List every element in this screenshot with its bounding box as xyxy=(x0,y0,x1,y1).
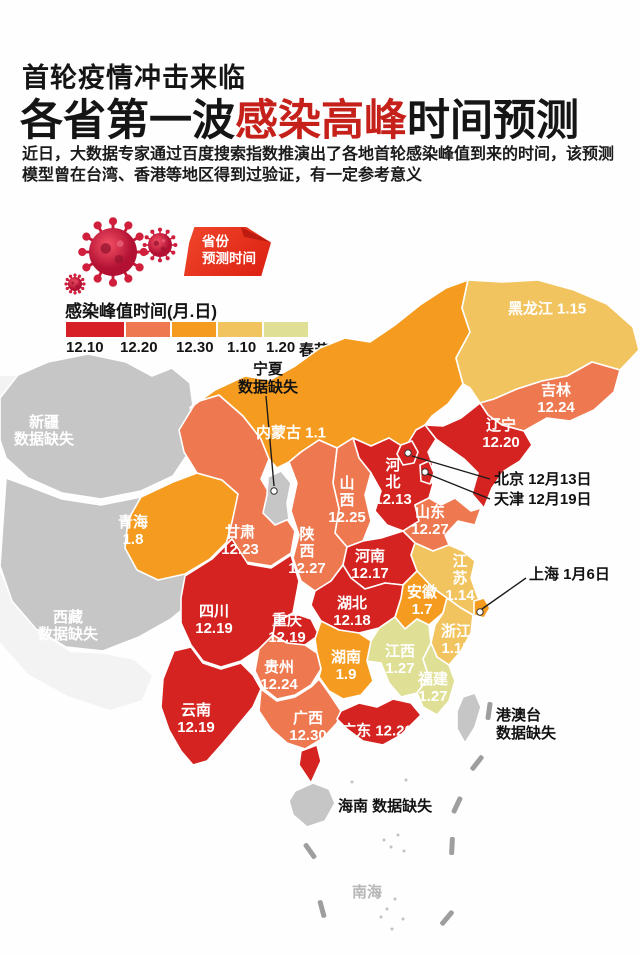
province-福建 xyxy=(416,642,456,716)
nine-dash-segment-3 xyxy=(449,836,455,856)
legend-tick-2: 12.30 xyxy=(176,339,214,356)
province-海南 xyxy=(288,782,336,828)
callout-dot-上海 xyxy=(476,608,484,616)
legend-swatch-0 xyxy=(66,322,124,337)
islet-8 xyxy=(390,927,394,931)
legend-badge: 省份 预测时间 xyxy=(183,227,271,276)
nine-dash-segment-0 xyxy=(485,701,493,721)
callout-dot-天津 xyxy=(421,468,429,476)
callout-dot-宁夏 xyxy=(270,487,278,495)
province-宁夏 xyxy=(262,470,292,526)
page-title: 各省第一波感染高峰时间预测 xyxy=(20,86,579,148)
legend-tick-4: 1.20 xyxy=(266,339,296,356)
islet-0 xyxy=(382,838,386,842)
badge-text: 省份 预测时间 xyxy=(202,233,256,267)
islet-6 xyxy=(393,897,397,901)
china-map xyxy=(0,280,640,931)
province-云南 xyxy=(160,646,262,766)
islet-7 xyxy=(401,917,405,921)
legend-swatches xyxy=(66,322,308,337)
legend-swatch-1 xyxy=(126,322,170,337)
badge-line1: 省份 xyxy=(202,234,229,249)
province-雷州半岛 xyxy=(298,744,322,784)
islet-11 xyxy=(404,778,408,782)
legend-tick-3: 1.10 xyxy=(227,339,257,356)
province-贵州 xyxy=(254,634,322,700)
coronavirus-icon xyxy=(64,217,178,295)
title-post: 时间预测 xyxy=(407,97,579,145)
legend-swatch-4 xyxy=(264,322,308,337)
callout-line-宁夏 xyxy=(265,395,275,487)
callout-dot-北京 xyxy=(404,449,412,457)
nine-dash-segment-1 xyxy=(470,755,484,771)
nine-dash-segment-5 xyxy=(303,842,317,860)
legend-swatch-3 xyxy=(218,322,262,337)
callout-line-上海 xyxy=(481,577,527,610)
nine-dash-segment-6 xyxy=(317,900,327,918)
province-广东 xyxy=(336,698,422,746)
province-新疆 xyxy=(0,353,194,500)
islet-9 xyxy=(379,915,383,919)
india-land xyxy=(0,572,152,710)
nine-dash-segment-4 xyxy=(440,910,454,926)
legend-tick-0: 12.10 xyxy=(66,339,104,356)
islet-4 xyxy=(377,892,381,896)
province-辽宁 xyxy=(424,402,533,509)
kicker-title: 首轮疫情冲击来临 xyxy=(22,63,246,93)
badge-line2: 预测时间 xyxy=(202,251,256,266)
province-台湾 xyxy=(456,692,482,744)
islet-3 xyxy=(402,849,406,853)
province-内蒙古 xyxy=(189,280,471,469)
callout-line-北京 xyxy=(411,455,491,480)
nine-dash-segment-2 xyxy=(451,796,463,814)
callout-line-天津 xyxy=(427,473,491,500)
islet-10 xyxy=(350,780,354,784)
islet-1 xyxy=(389,845,393,849)
islet-2 xyxy=(396,833,400,837)
title-pre: 各省第一波 xyxy=(20,97,235,145)
islet-5 xyxy=(385,907,389,911)
legend-tick-1: 12.20 xyxy=(120,339,158,356)
title-highlight: 感染高峰 xyxy=(235,97,407,145)
legend-title: 感染峰值时间(月.日) xyxy=(65,302,218,321)
legend-swatch-2 xyxy=(172,322,216,337)
subtitle: 近日，大数据专家通过百度搜索指数推演出了各地首轮感染峰值到来的时间，该预测模型曾… xyxy=(22,146,615,184)
